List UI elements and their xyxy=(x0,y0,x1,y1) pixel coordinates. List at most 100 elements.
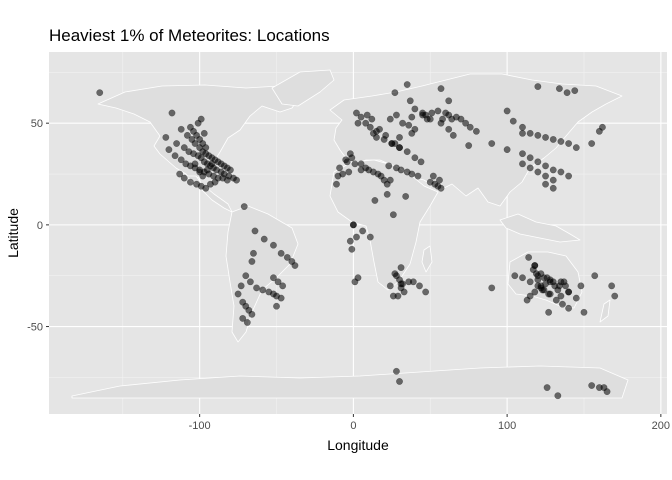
meteorite-point xyxy=(165,146,173,154)
meteorite-point xyxy=(519,160,526,168)
meteorite-point xyxy=(509,117,517,125)
meteorite-point xyxy=(417,158,425,166)
meteorite-point xyxy=(233,176,241,184)
meteorite-point xyxy=(197,115,205,123)
world-landmasses xyxy=(71,69,629,399)
meteorite-point xyxy=(273,302,280,310)
meteorite-point xyxy=(563,89,571,97)
meteorite-point xyxy=(488,284,496,292)
meteorite-point xyxy=(239,298,247,306)
meteorite-point xyxy=(611,292,619,300)
meteorite-point xyxy=(519,129,526,137)
meteorite-point xyxy=(519,150,526,158)
meteorite-point xyxy=(411,105,419,113)
meteorite-point xyxy=(336,164,344,172)
meteorite-point xyxy=(534,272,542,280)
meteorite-point xyxy=(526,278,534,286)
meteorite-point xyxy=(345,168,353,176)
meteorite-point xyxy=(591,272,599,280)
meteorite-point xyxy=(168,109,176,117)
meteorite-point xyxy=(565,172,573,180)
meteorite-point xyxy=(386,115,394,123)
meteorite-point xyxy=(240,203,248,211)
meteorite-point xyxy=(191,140,199,147)
meteorite-point xyxy=(436,176,443,184)
meteorite-point xyxy=(408,170,416,178)
meteorite-point xyxy=(399,119,407,127)
meteorite-point xyxy=(403,148,411,156)
meteorite-point xyxy=(357,160,365,168)
meteorite-point xyxy=(411,154,419,162)
meteorite-point xyxy=(173,140,181,147)
meteorite-point xyxy=(554,392,562,400)
land-north-america xyxy=(97,73,323,183)
meteorite-point xyxy=(354,119,362,127)
axes: -100 0 100 200 -50 0 50 xyxy=(27,118,670,432)
meteorite-point xyxy=(386,282,394,290)
meteorite-point xyxy=(434,107,442,115)
meteorite-point xyxy=(557,138,565,145)
meteorite-point xyxy=(186,178,194,186)
meteorite-point xyxy=(416,282,423,290)
meteorite-point xyxy=(549,278,557,286)
meteorite-point xyxy=(366,233,374,241)
meteorite-point xyxy=(366,123,374,131)
land-new-zealand xyxy=(599,299,611,323)
meteorite-point xyxy=(577,282,585,290)
meteorite-point xyxy=(353,109,360,117)
meteorite-point xyxy=(519,274,526,282)
meteorite-point xyxy=(357,113,365,121)
land-antarctica xyxy=(71,365,629,399)
meteorite-point xyxy=(183,131,191,139)
meteorite-point xyxy=(462,119,470,127)
y-tick-label: -50 xyxy=(27,322,43,334)
meteorite-point xyxy=(572,294,580,302)
meteorite-point xyxy=(396,133,403,141)
meteorite-point xyxy=(408,113,416,121)
meteorite-point xyxy=(186,123,194,131)
meteorite-point xyxy=(588,382,596,389)
meteorite-point xyxy=(571,87,579,95)
meteorite-point xyxy=(348,154,356,162)
meteorite-point xyxy=(362,119,370,127)
meteorite-point xyxy=(385,162,393,170)
meteorite-point xyxy=(291,262,299,269)
meteorite-point xyxy=(549,135,557,143)
meteorite-point xyxy=(408,129,416,137)
meteorite-point xyxy=(176,170,184,178)
meteorite-point xyxy=(406,97,414,105)
meteorite-point xyxy=(349,221,357,229)
meteorite-point xyxy=(246,278,254,286)
x-tick-label: 100 xyxy=(498,420,516,432)
meteorite-point xyxy=(391,140,399,147)
meteorite-point xyxy=(534,83,542,91)
x-tick-label: 200 xyxy=(652,420,670,432)
meteorite-point xyxy=(277,294,285,302)
meteorite-point xyxy=(274,278,282,286)
meteorite-point xyxy=(526,292,534,300)
meteorite-point xyxy=(269,241,277,249)
meteorite-point xyxy=(543,384,551,392)
meteorite-point xyxy=(259,286,267,294)
meteorite-point xyxy=(422,111,430,119)
meteorite-point xyxy=(248,258,256,265)
meteorite-point xyxy=(180,174,188,182)
meteorite-point xyxy=(437,184,445,192)
meteorite-point xyxy=(392,367,400,375)
meteorite-point xyxy=(557,168,565,176)
meteorite-point xyxy=(555,282,563,290)
meteorite-point xyxy=(540,286,548,294)
meteorite-point xyxy=(531,262,539,269)
land-madagascar xyxy=(421,245,433,273)
meteorite-point xyxy=(488,140,496,147)
meteorite-point xyxy=(526,154,534,162)
meteorite-point xyxy=(588,140,596,147)
meteorite-point xyxy=(333,180,340,188)
meteorite-point xyxy=(557,292,565,300)
x-tick-label: 0 xyxy=(350,420,356,432)
meteorite-point xyxy=(237,282,245,290)
meteorite-point xyxy=(422,288,430,296)
meteorite-point xyxy=(260,235,268,243)
meteorite-point xyxy=(542,172,550,180)
